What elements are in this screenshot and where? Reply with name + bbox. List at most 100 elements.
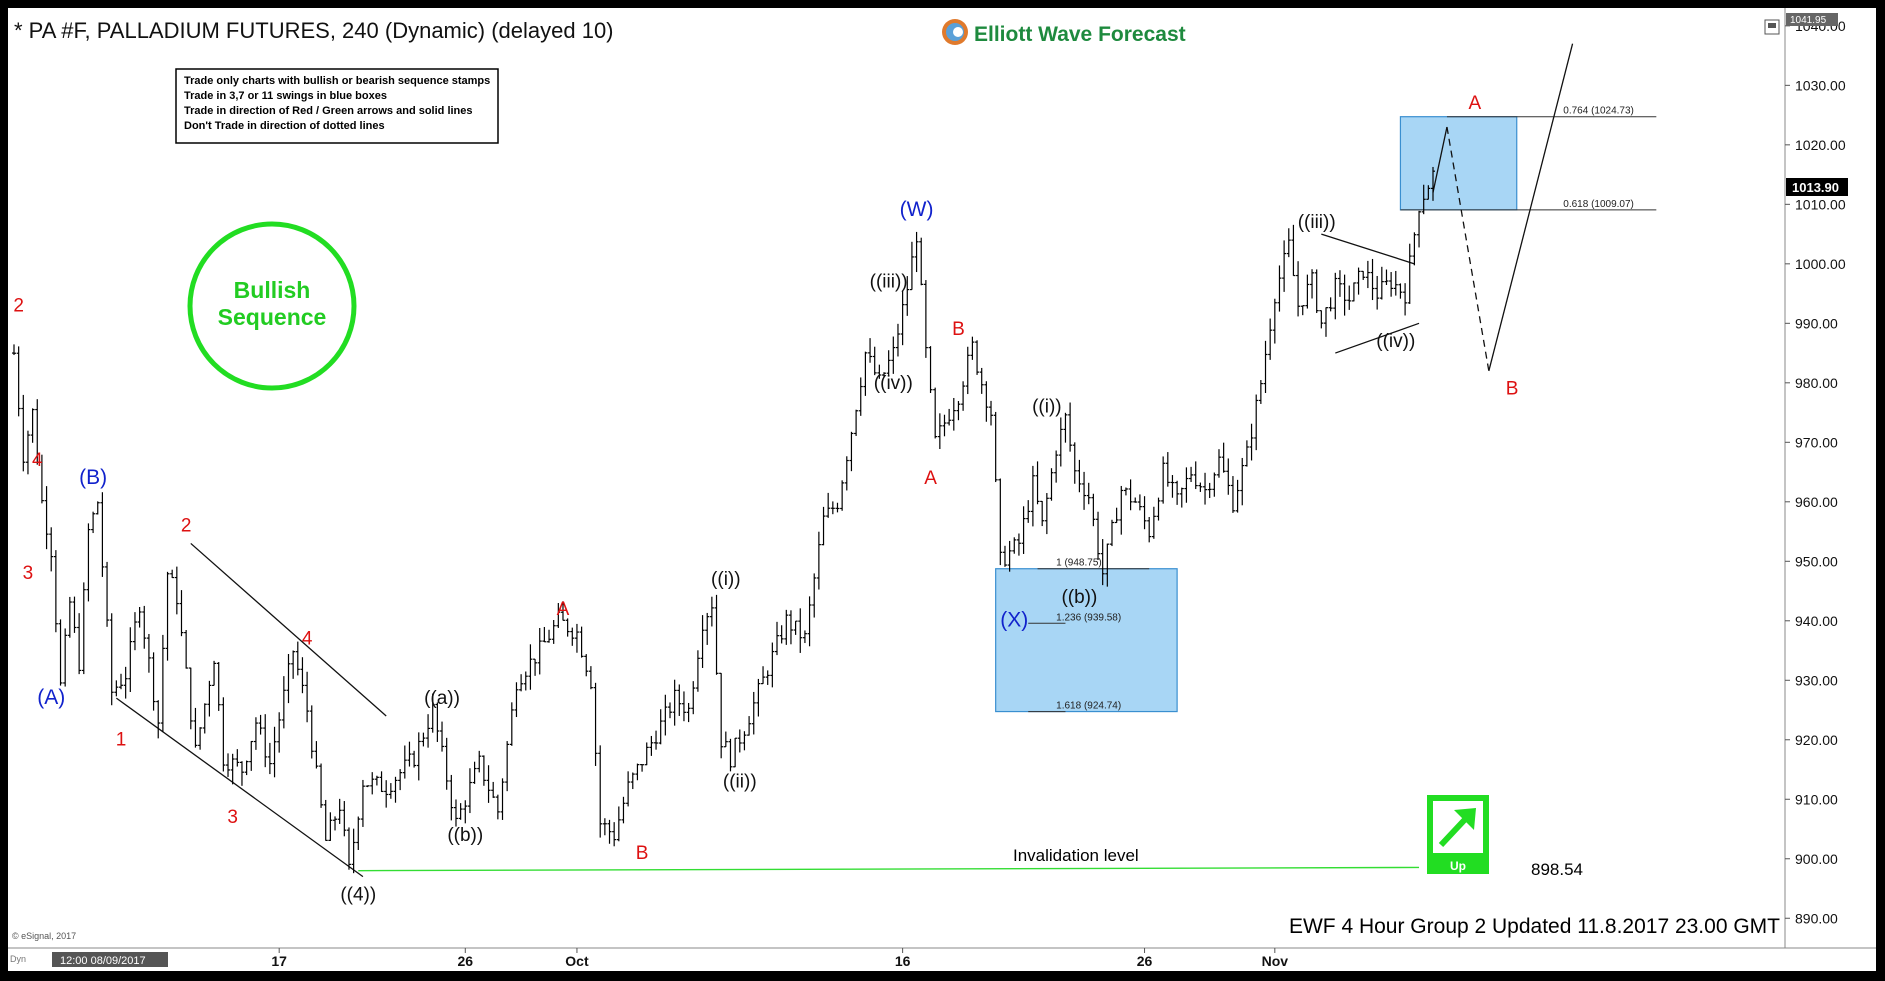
price-bar — [854, 409, 859, 436]
price-bar — [421, 732, 426, 747]
price-bar — [1417, 210, 1422, 248]
window-control[interactable] — [1764, 19, 1780, 35]
price-bar — [979, 367, 984, 394]
price-bar — [593, 682, 598, 766]
channel-upper — [190, 542, 387, 717]
price-bar — [1021, 506, 1026, 554]
price-bar — [412, 750, 417, 768]
price-bar — [849, 431, 854, 472]
price-bar — [1109, 519, 1114, 547]
price-bar — [1105, 543, 1110, 587]
price-bar — [244, 760, 249, 776]
price-bar — [1212, 472, 1217, 497]
price-bar — [965, 346, 970, 395]
price-bar — [1049, 468, 1054, 501]
price-bar — [765, 670, 770, 685]
price-bar — [49, 527, 54, 572]
price-bar — [402, 745, 407, 779]
price-bar — [453, 799, 458, 827]
up-badge-label: Up — [1450, 859, 1466, 873]
price-bar — [174, 566, 179, 615]
price-bar — [1175, 480, 1180, 505]
triangle-lower — [1335, 322, 1420, 354]
price-bar — [1286, 228, 1291, 258]
price-bar — [267, 742, 272, 775]
price-bar — [728, 738, 733, 772]
price-bar — [416, 732, 421, 781]
price-bar — [533, 658, 538, 676]
price-bar — [1133, 497, 1138, 503]
price-bar — [1407, 243, 1412, 304]
price-tick-label: 970.00 — [1795, 434, 1838, 450]
price-bar — [626, 771, 631, 807]
price-bar — [119, 673, 124, 690]
price-bar — [1086, 482, 1091, 505]
price-bar — [1040, 500, 1045, 527]
rule-line: Trade in 3,7 or 11 swings in blue boxes — [184, 90, 387, 102]
price-bar — [1002, 545, 1007, 567]
price-bar — [821, 506, 826, 546]
price-bar — [1310, 269, 1315, 299]
price-bar — [649, 735, 654, 756]
price-bar — [1193, 461, 1198, 490]
wave-label: A — [924, 468, 937, 489]
price-bar — [481, 755, 486, 786]
wave-label: (W) — [900, 198, 934, 221]
price-bar — [877, 364, 882, 379]
price-bar — [1323, 307, 1328, 337]
axis-high-marker — [1786, 13, 1838, 26]
price-bar — [207, 680, 212, 717]
price-bar — [272, 726, 277, 778]
price-bar — [458, 803, 463, 820]
price-bar — [342, 801, 347, 837]
(X)-blue-box — [995, 568, 1178, 713]
price-bars — [12, 166, 1435, 874]
fib-level-label: 1.618 (924.74) — [1056, 701, 1121, 712]
price-bar — [1379, 266, 1384, 300]
price-bar — [900, 290, 905, 346]
wave-label: B — [636, 843, 649, 864]
price-bar — [951, 397, 956, 431]
price-bar — [39, 454, 44, 504]
price-bar — [323, 799, 328, 841]
price-bar — [491, 781, 496, 798]
price-bar — [723, 731, 728, 748]
invalidation-label: Invalidation level — [1013, 846, 1139, 865]
price-bar — [1063, 412, 1068, 443]
price-bar — [440, 721, 445, 752]
price-bar — [360, 779, 365, 827]
price-bar — [802, 630, 807, 644]
price-bar — [747, 716, 752, 736]
wave-label: B — [1506, 379, 1519, 400]
price-bar — [202, 703, 207, 734]
wave-label: 1 — [116, 730, 127, 751]
price-bar — [1421, 184, 1426, 215]
target-zones: 1 (948.75) 1.236 (939.58) 1.618 (924.74) 0.… — [995, 106, 1657, 713]
price-bar — [198, 727, 203, 750]
price-bar — [1198, 482, 1203, 492]
price-bar — [630, 772, 635, 790]
price-tick-label: 900.00 — [1795, 851, 1838, 867]
price-bar — [1226, 458, 1231, 495]
price-bar — [560, 601, 565, 621]
wave-label: 3 — [23, 563, 34, 584]
price-bar — [1189, 466, 1194, 483]
rule-line: Trade in direction of Red / Green arrows… — [184, 105, 473, 117]
wave-label: ((a)) — [424, 688, 460, 709]
price-bar — [337, 798, 342, 824]
price-bar — [998, 478, 1003, 566]
price-bar — [393, 776, 398, 803]
invalidation-line — [358, 866, 1420, 872]
price-bar — [72, 596, 77, 633]
price-bar — [779, 625, 784, 644]
price-bar — [35, 399, 40, 465]
price-bar — [700, 615, 705, 668]
price-bar — [30, 408, 35, 443]
price-bar — [523, 671, 528, 691]
price-bar — [1016, 533, 1021, 556]
price-bar — [495, 794, 500, 820]
price-bar — [761, 666, 766, 685]
price-bar — [16, 346, 21, 417]
price-bar — [1398, 283, 1403, 299]
